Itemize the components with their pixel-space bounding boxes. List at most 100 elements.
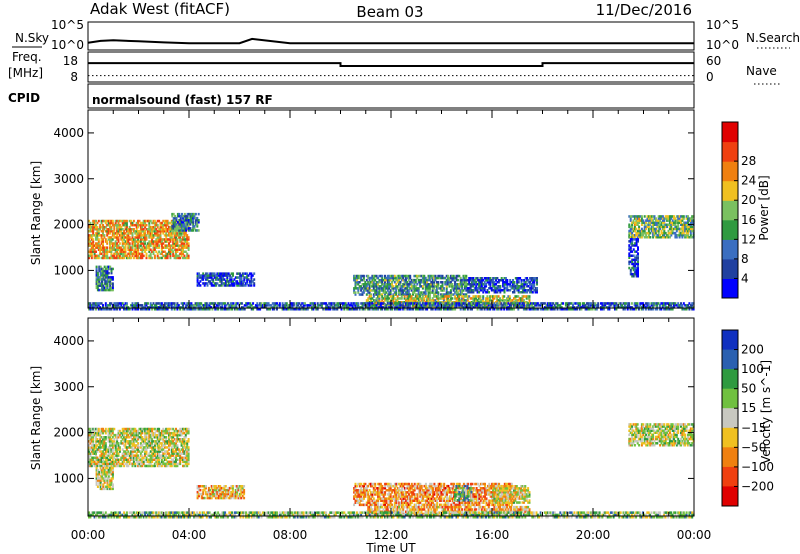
echo-cell [114,460,117,464]
echo-cell [106,242,109,245]
echo-cell [570,308,573,311]
echo-cell [639,219,642,222]
echo-cell [391,285,393,288]
echo-cell [377,283,379,286]
echo-cell [677,223,680,226]
echo-cell [468,289,471,292]
echo-cell [636,223,639,226]
echo-cell [645,219,648,222]
echo-cell [92,448,95,451]
echo-cell [148,219,151,223]
echo-cell [216,278,219,281]
echo-cell [479,297,482,300]
echo-cell [125,223,128,227]
echo-cell [145,302,148,305]
echo-cell [196,280,199,283]
echo-cell [138,223,141,227]
echo-cell [402,293,405,296]
echo-cell [651,308,654,311]
echo-cell [511,302,514,305]
echo-cell [95,254,97,258]
echo-cell [89,446,92,449]
echo-cell [509,285,512,288]
echo-cell [170,236,173,239]
echo-cell [95,269,98,273]
echo-cell [192,214,195,218]
echo-cell [142,244,145,247]
echo-cell [343,302,346,305]
echo-cell [155,230,158,233]
echo-cell [433,304,436,307]
echo-cell [95,462,97,466]
echo-cell [492,308,494,311]
echo-cell [647,306,650,309]
echo-cell [506,304,508,307]
echo-cell [393,287,396,290]
echo-cell [447,281,450,284]
echo-cell [486,281,489,284]
echo-cell [384,295,386,298]
echo-cell [226,308,229,311]
echo-cell [186,308,189,311]
echo-cell [406,289,409,292]
echo-cell [139,242,142,245]
echo-cell [442,295,445,298]
echo-cell [98,282,101,285]
echo-cell [188,219,190,222]
echo-cell [190,219,193,222]
echo-cell [412,299,414,302]
echo-cell [492,306,494,309]
echo-cell [518,302,521,305]
echo-cell [447,295,450,298]
echo-cell [668,219,671,222]
echo-cell [146,228,149,231]
echo-cell [499,285,502,288]
echo-cell [651,302,654,305]
echo-cell [168,225,170,229]
echo-cell [145,234,148,237]
echo-cell [421,278,424,282]
echo-cell [224,308,227,311]
echo-cell [88,436,90,439]
echo-cell [441,285,444,288]
echo-cell [365,299,368,302]
nsearch-tick-bottom: 10^0 [706,38,739,52]
echo-cell [285,302,288,305]
echo-cell [118,308,121,311]
echo-cell [569,302,572,305]
echo-cell [123,219,126,223]
echo-cell [197,212,200,216]
echo-cell [670,221,673,224]
echo-cell [514,285,517,288]
echo-cell [92,221,95,225]
echo-cell [431,291,434,294]
echo-cell [442,297,445,300]
echo-cell [95,256,97,260]
echo-cell [107,267,110,271]
echo-cell [392,274,395,278]
echo-cell [148,228,151,231]
nave-tick-top: 60 [706,54,721,68]
echo-cell [97,431,100,435]
echo-cell [423,304,426,307]
echo-cell [283,304,285,307]
echo-cell [165,240,168,243]
echo-cell [226,302,229,305]
echo-cell [400,289,403,292]
echo-cell [88,306,90,309]
echo-cell [431,283,434,286]
echo-cell [689,306,692,309]
echo-cell [423,274,426,278]
echo-cell [635,215,638,218]
echo-cell [208,308,211,311]
echo-cell [90,460,93,464]
echo-cell [362,308,365,311]
echo-cell [95,452,97,455]
echo-cell [451,308,454,311]
echo-cell [448,281,451,284]
echo-cell [95,274,98,277]
echo-cell [513,287,516,290]
echo-cell [435,283,438,286]
echo-cell [458,295,461,298]
echo-cell [634,242,637,245]
